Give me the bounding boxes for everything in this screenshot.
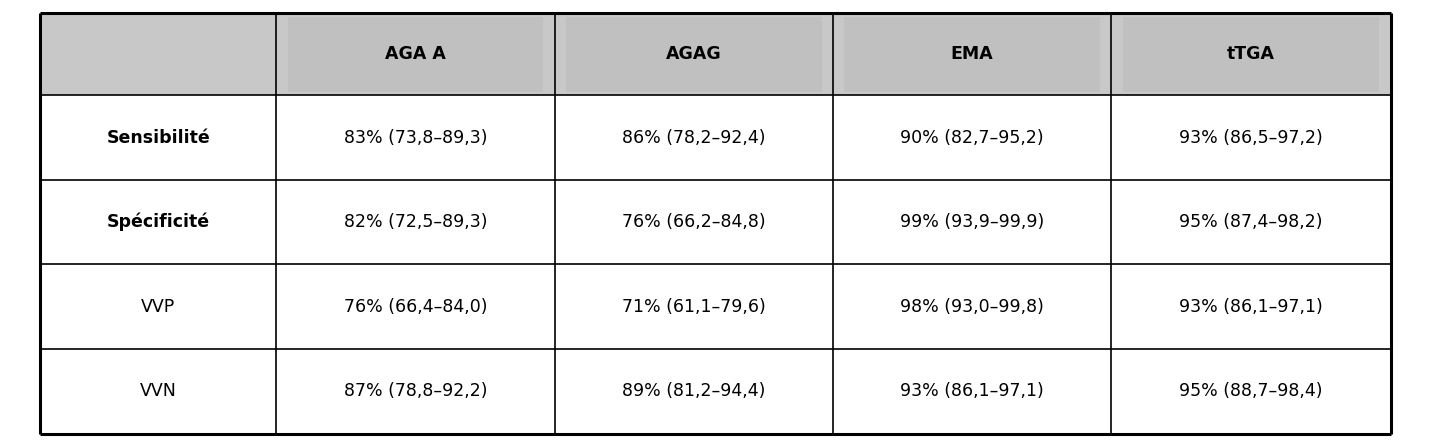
- Bar: [40, 265, 1391, 349]
- Text: 95% (88,7–98,4): 95% (88,7–98,4): [1179, 382, 1322, 401]
- Text: 89% (81,2–94,4): 89% (81,2–94,4): [622, 382, 766, 401]
- Text: 76% (66,2–84,8): 76% (66,2–84,8): [622, 213, 766, 231]
- Text: 95% (87,4–98,2): 95% (87,4–98,2): [1179, 213, 1322, 231]
- Bar: [40, 180, 1391, 265]
- Text: 93% (86,5–97,2): 93% (86,5–97,2): [1179, 129, 1324, 147]
- Text: AGAG: AGAG: [665, 46, 721, 63]
- Text: 76% (66,4–84,0): 76% (66,4–84,0): [343, 298, 488, 316]
- Text: 82% (72,5–89,3): 82% (72,5–89,3): [343, 213, 488, 231]
- Text: Sensibilité: Sensibilité: [106, 129, 210, 147]
- Text: 93% (86,1–97,1): 93% (86,1–97,1): [1179, 298, 1324, 316]
- Bar: [40, 349, 1391, 434]
- Text: 86% (78,2–92,4): 86% (78,2–92,4): [622, 129, 766, 147]
- Text: 98% (93,0–99,8): 98% (93,0–99,8): [900, 298, 1045, 316]
- Text: VVP: VVP: [142, 298, 176, 316]
- Bar: [40, 95, 1391, 180]
- Text: 99% (93,9–99,9): 99% (93,9–99,9): [900, 213, 1045, 231]
- Bar: [844, 17, 1100, 92]
- Text: AGA A: AGA A: [385, 46, 446, 63]
- Text: 90% (82,7–95,2): 90% (82,7–95,2): [900, 129, 1045, 147]
- Text: tTGA: tTGA: [1228, 46, 1275, 63]
- Bar: [1123, 17, 1379, 92]
- Text: 87% (78,8–92,2): 87% (78,8–92,2): [343, 382, 488, 401]
- Text: 93% (86,1–97,1): 93% (86,1–97,1): [900, 382, 1045, 401]
- Text: 71% (61,1–79,6): 71% (61,1–79,6): [622, 298, 766, 316]
- Bar: [288, 17, 544, 92]
- Text: VVN: VVN: [140, 382, 176, 401]
- Bar: [40, 13, 1391, 95]
- Text: Spécificité: Spécificité: [107, 213, 210, 232]
- Text: 83% (73,8–89,3): 83% (73,8–89,3): [343, 129, 488, 147]
- Bar: [567, 17, 821, 92]
- Text: EMA: EMA: [950, 46, 993, 63]
